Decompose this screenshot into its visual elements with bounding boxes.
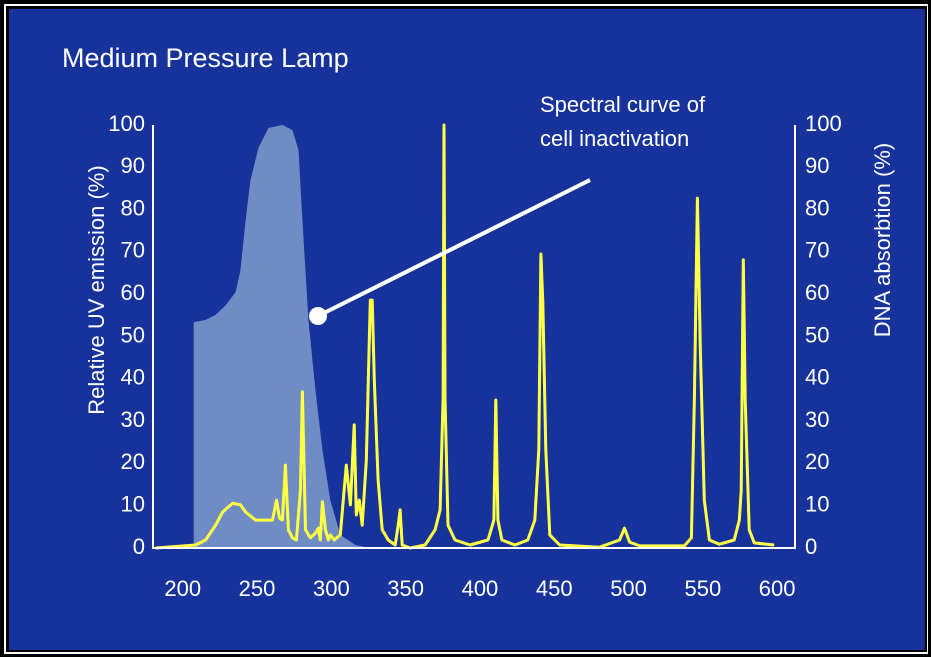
- y-tick-label: 100: [108, 111, 145, 136]
- background: [9, 9, 925, 650]
- x-tick-label: 400: [462, 576, 499, 601]
- x-tick-label: 450: [536, 576, 573, 601]
- chart-title: Medium Pressure Lamp: [62, 43, 349, 73]
- y-axis-label: Relative UV emission (%): [84, 165, 109, 414]
- x-tick-label: 500: [610, 576, 647, 601]
- x-tick-label: 250: [239, 576, 276, 601]
- x-tick-label: 200: [164, 576, 201, 601]
- plot-area: [155, 123, 775, 550]
- x-tick-label: 350: [387, 576, 424, 601]
- y2-tick-label: 80: [805, 195, 829, 220]
- y-tick-label: 50: [121, 322, 145, 347]
- y2-tick-label: 30: [805, 407, 829, 432]
- annotation: cell inactivation: [540, 126, 689, 151]
- annotation-leader: [317, 178, 591, 318]
- y2-tick-label: 20: [805, 449, 829, 474]
- y2-tick-label: 60: [805, 280, 829, 305]
- y-tick-label: 20: [121, 449, 145, 474]
- y2-tick-label: 90: [805, 153, 829, 178]
- y2-tick-label: 0: [805, 534, 817, 559]
- y-tick-label: 70: [121, 238, 145, 263]
- x-tick-label: 300: [313, 576, 350, 601]
- y2-tick-label: 10: [805, 492, 829, 517]
- y2-tick-label: 40: [805, 365, 829, 390]
- y-tick-label: 80: [121, 195, 145, 220]
- y-tick-label: 40: [121, 365, 145, 390]
- y-tick-label: 60: [121, 280, 145, 305]
- x-tick-label: 550: [685, 576, 722, 601]
- absorption-area: [193, 125, 371, 548]
- y2-axis-label: DNA absorbtion (%): [870, 143, 895, 337]
- x-tick-label: 600: [759, 576, 796, 601]
- y-tick-label: 30: [121, 407, 145, 432]
- y2-tick-label: 70: [805, 238, 829, 263]
- y2-tick-label: 100: [805, 111, 842, 136]
- annotation-dot: [309, 307, 327, 325]
- emission-line: [155, 123, 775, 550]
- y-tick-label: 10: [121, 492, 145, 517]
- annotation: Spectral curve of: [540, 92, 706, 117]
- y-tick-label: 90: [121, 153, 145, 178]
- y2-tick-label: 50: [805, 322, 829, 347]
- y-tick-label: 0: [133, 534, 145, 559]
